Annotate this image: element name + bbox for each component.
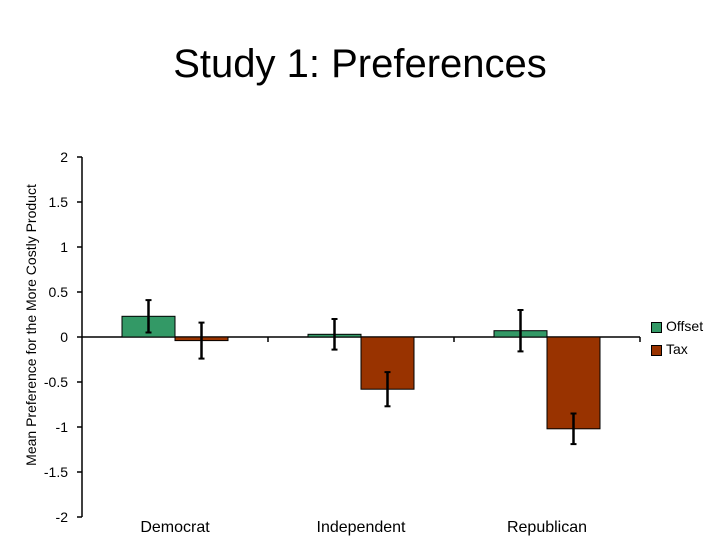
x-category-label: Republican bbox=[507, 519, 587, 536]
legend-item-tax: Tax bbox=[651, 341, 688, 357]
legend-swatch-offset bbox=[651, 321, 662, 333]
y-tick-label: 0.5 bbox=[49, 284, 69, 300]
chart-title: Study 1: Preferences bbox=[173, 42, 547, 86]
y-tick-label: 0 bbox=[60, 329, 68, 345]
y-tick-label: 1 bbox=[60, 239, 68, 255]
y-tick-label: 1.5 bbox=[49, 194, 69, 210]
y-tick-label: -1.5 bbox=[44, 464, 68, 480]
legend-label-offset: Offset bbox=[666, 318, 704, 334]
y-tick-label: -2 bbox=[56, 509, 69, 525]
y-tick-label: -1 bbox=[56, 419, 69, 435]
x-category-label: Democrat bbox=[140, 519, 210, 536]
legend-item-offset: Offset bbox=[651, 318, 703, 334]
legend-swatch-tax bbox=[651, 344, 662, 356]
legend-label-tax: Tax bbox=[666, 341, 688, 357]
x-category-label: Independent bbox=[317, 519, 407, 536]
y-tick-label: -0.5 bbox=[44, 374, 68, 390]
y-tick-label: 2 bbox=[60, 149, 68, 165]
